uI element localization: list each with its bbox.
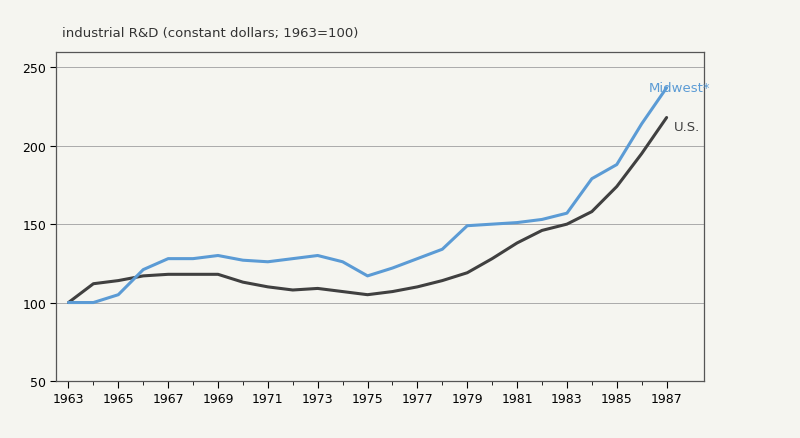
Text: U.S.: U.S. xyxy=(674,121,700,134)
Text: Midwest*: Midwest* xyxy=(649,82,710,95)
Text: industrial R&D (constant dollars; 1963=100): industrial R&D (constant dollars; 1963=1… xyxy=(62,26,359,39)
